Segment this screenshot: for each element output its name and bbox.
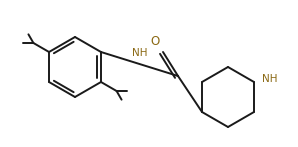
Text: O: O — [150, 35, 160, 47]
Text: NH: NH — [132, 48, 147, 58]
Text: NH: NH — [262, 74, 277, 84]
